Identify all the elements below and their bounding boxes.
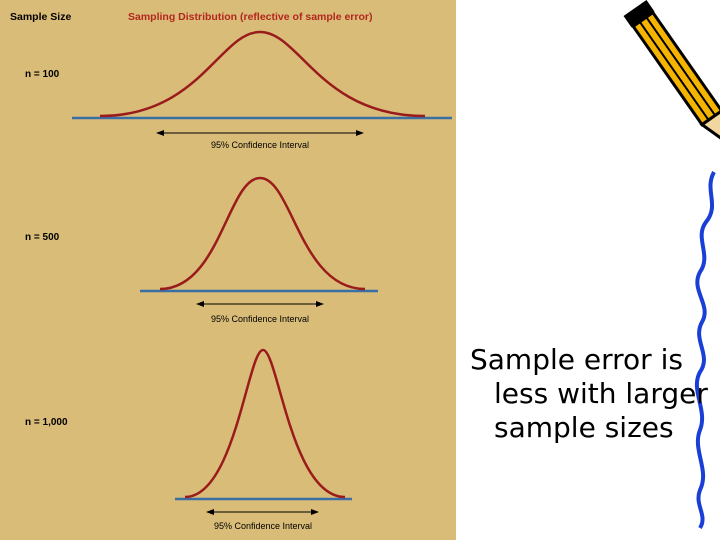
header-left: Sample Size <box>10 11 71 23</box>
interval-label: 95% Confidence Interval <box>211 140 309 150</box>
distribution-curve <box>184 348 346 499</box>
panel-label: n = 500 <box>25 232 60 243</box>
decorative-line <box>694 171 716 530</box>
panel-label: n = 100 <box>25 69 60 80</box>
interval-label: 95% Confidence Interval <box>211 314 309 324</box>
figure-background <box>0 0 456 540</box>
panel-label: n = 1,000 <box>25 417 68 428</box>
header-right: Sampling Distribution (reflective of sam… <box>128 11 372 23</box>
pencil-icon <box>623 0 720 150</box>
interval-label: 95% Confidence Interval <box>214 521 312 531</box>
caption: Sample error is less with larger sample … <box>470 343 708 444</box>
distribution-curve <box>159 176 366 291</box>
distribution-curve <box>99 30 426 118</box>
